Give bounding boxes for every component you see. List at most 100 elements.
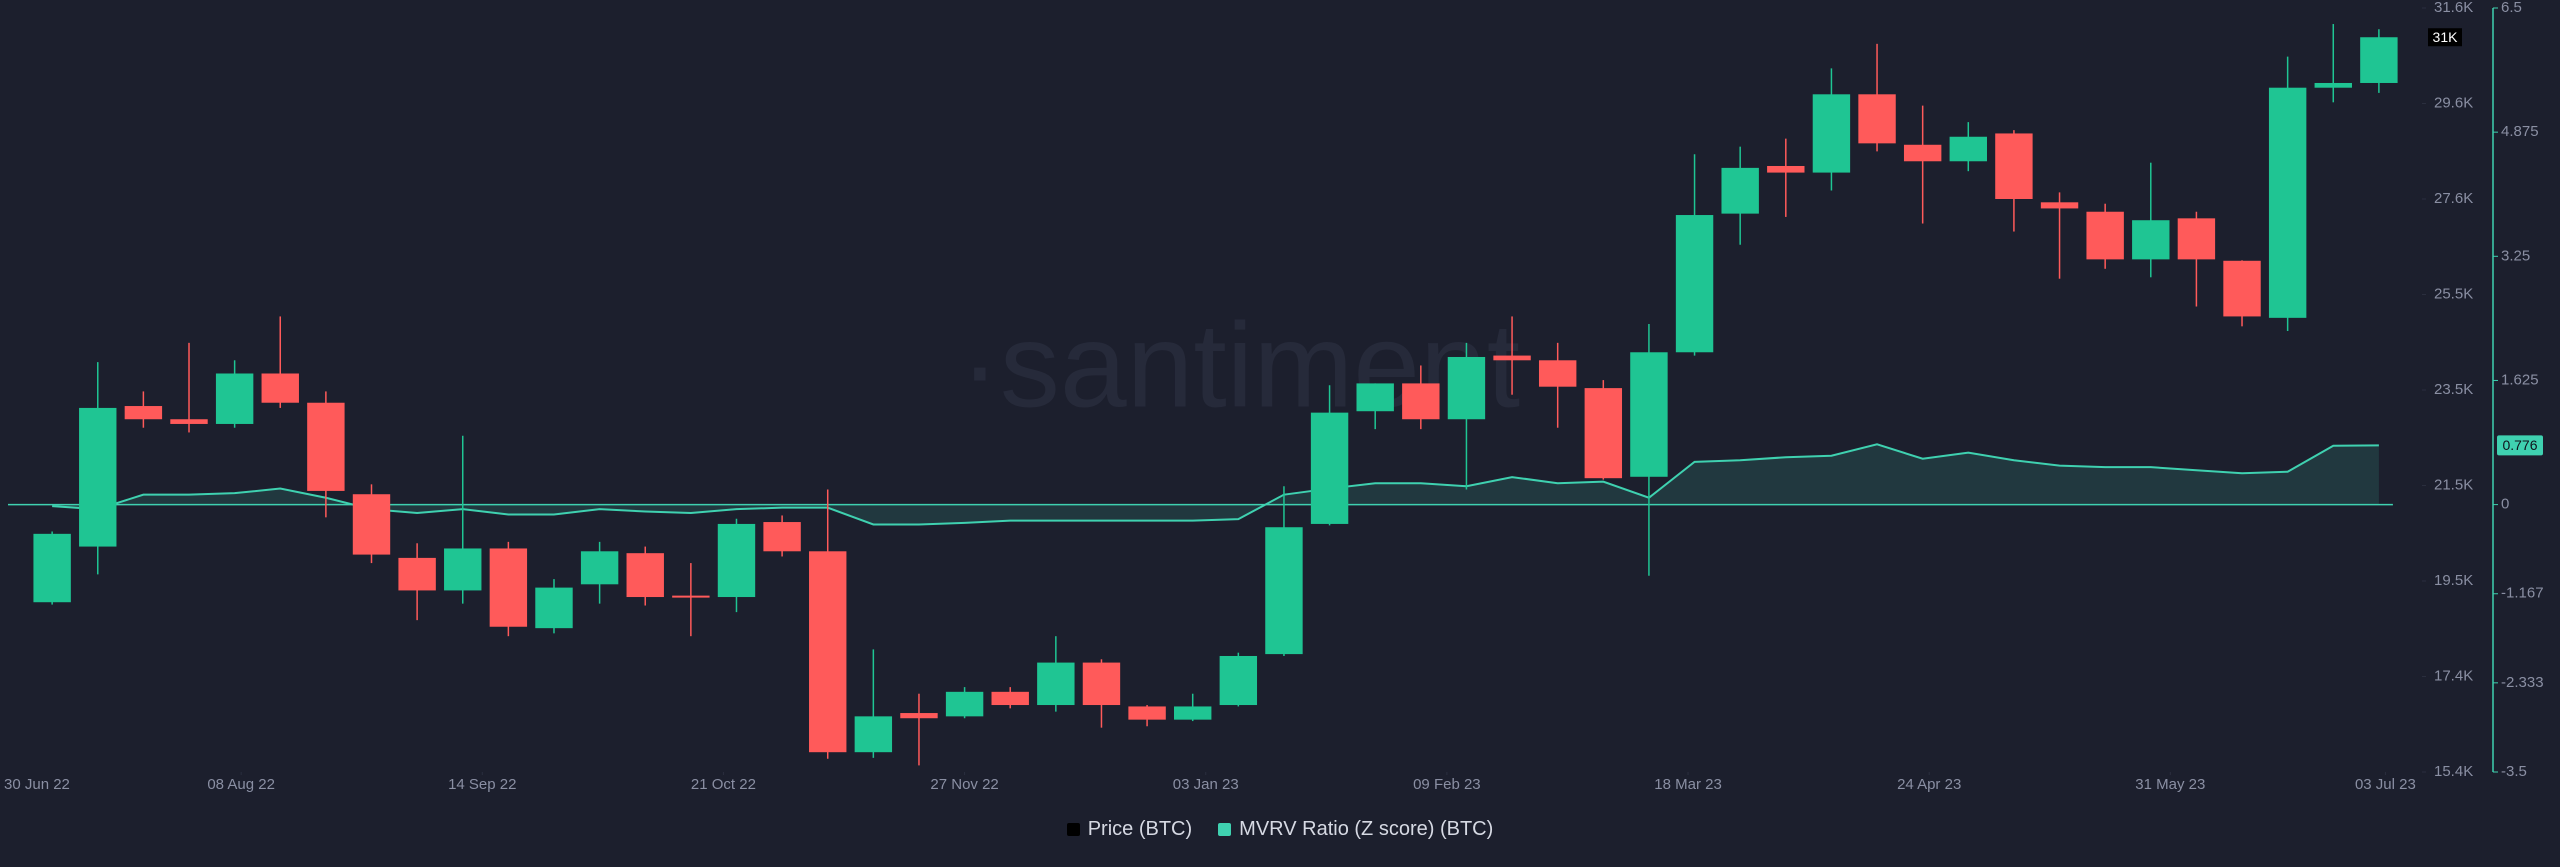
candle — [124, 391, 163, 428]
candle-body — [398, 557, 436, 591]
legend: Price (BTC) MVRV Ratio (Z score) (BTC) — [0, 818, 2560, 841]
candle-body — [1630, 352, 1668, 477]
y-tick-label: 27.6K — [2434, 190, 2473, 207]
price-badge: 31K — [2433, 29, 2459, 45]
candle-body — [2177, 218, 2216, 260]
candle-body — [900, 713, 938, 719]
y-tick-label: 19.5K — [2434, 572, 2473, 589]
candle-body — [489, 548, 528, 627]
candle-body — [1037, 662, 1075, 706]
x-tick-label: 08 Aug 22 — [207, 776, 275, 793]
candle-body — [763, 522, 801, 552]
y-tick-label: 25.5K — [2434, 285, 2473, 302]
candle-body — [991, 691, 1029, 706]
y-tick-label: 31.6K — [2434, 0, 2473, 16]
candle — [626, 546, 664, 606]
candle-body — [1584, 388, 1623, 479]
candle-body — [1858, 94, 1896, 144]
y-tick-label: 21.5K — [2434, 476, 2473, 493]
candle — [854, 649, 893, 758]
candle — [444, 435, 482, 604]
x-tick-label: 21 Oct 22 — [691, 776, 756, 793]
candle — [1356, 383, 1394, 430]
candle — [535, 579, 573, 634]
candle-body — [945, 691, 984, 717]
candle — [717, 518, 756, 613]
candle — [398, 543, 436, 621]
candle — [1037, 636, 1075, 712]
candle — [1219, 652, 1258, 707]
mvrv-line — [52, 443, 2379, 526]
candle-body — [352, 494, 391, 555]
candle — [1584, 380, 1623, 480]
candle — [1721, 146, 1759, 245]
candle — [2314, 24, 2352, 103]
candle — [672, 563, 710, 637]
legend-item[interactable]: Price (BTC) — [1066, 818, 1193, 841]
candle — [2360, 29, 2398, 93]
y2-tick-label: -3.5 — [2501, 763, 2527, 780]
candle — [1949, 122, 1987, 172]
mvrv-badge-bg — [2497, 435, 2543, 456]
candle — [945, 687, 984, 719]
candle — [2086, 203, 2124, 269]
legend-swatch — [1066, 823, 1080, 836]
candle-body — [124, 406, 163, 420]
candle-body — [717, 523, 756, 598]
candle — [1493, 316, 1531, 395]
candle-body — [854, 716, 893, 753]
candle-body — [1174, 706, 1212, 720]
candle — [1767, 138, 1805, 217]
candle-body — [1265, 527, 1303, 655]
candle — [261, 316, 299, 408]
candle-body — [2268, 87, 2307, 318]
candle-body — [1538, 360, 1577, 387]
candle-body — [1128, 706, 1166, 720]
candle — [1128, 705, 1166, 727]
candle-body — [215, 373, 254, 424]
candle-body — [1493, 355, 1531, 361]
candle-body — [170, 419, 208, 424]
candle — [1538, 342, 1577, 428]
candle-body — [626, 553, 664, 598]
candle-body — [580, 551, 619, 585]
y2-tick-label: -2.333 — [2501, 674, 2544, 691]
candle-body — [809, 551, 847, 753]
x-tick-label: 30 Jun 22 — [4, 776, 70, 793]
y-tick-label: 29.6K — [2434, 94, 2473, 111]
candle-body — [2360, 37, 2398, 83]
y2-tick-label: -1.167 — [2501, 585, 2544, 602]
candle-body — [261, 373, 299, 403]
mvrv-badge: 0.776 — [2502, 437, 2537, 453]
candle-body — [79, 407, 117, 547]
candle-body — [1310, 412, 1349, 524]
candle-body — [1949, 136, 1987, 162]
x-tick-label: 09 Feb 23 — [1413, 776, 1481, 793]
candle — [215, 360, 254, 428]
candle — [1903, 105, 1942, 224]
legend-label: Price (BTC) — [1087, 818, 1193, 840]
candle-body — [1356, 383, 1394, 412]
candle — [580, 541, 619, 604]
candle-body — [1447, 356, 1486, 420]
candle — [2223, 260, 2261, 327]
x-tick-label: 03 Jul 23 — [2355, 776, 2416, 793]
legend-item[interactable]: MVRV Ratio (Z score) (BTC) — [1218, 818, 1493, 841]
candle — [1675, 154, 1714, 356]
candle — [33, 531, 71, 605]
candle — [1402, 365, 1440, 430]
mvrv-area — [52, 444, 2379, 525]
x-tick-label: 03 Jan 23 — [1173, 776, 1239, 793]
candle-body — [307, 402, 345, 491]
y2-tick-label: 1.625 — [2501, 371, 2539, 388]
candle-body — [2040, 202, 2079, 209]
candle — [1858, 43, 1896, 152]
candle — [809, 489, 847, 759]
candle — [1082, 659, 1121, 728]
price-badge-bg — [2428, 28, 2462, 47]
candle-body — [1402, 383, 1440, 420]
candle — [2132, 162, 2170, 278]
candle-body — [1767, 165, 1805, 173]
y2-tick-label: 4.875 — [2501, 123, 2539, 140]
candle — [1447, 342, 1486, 490]
